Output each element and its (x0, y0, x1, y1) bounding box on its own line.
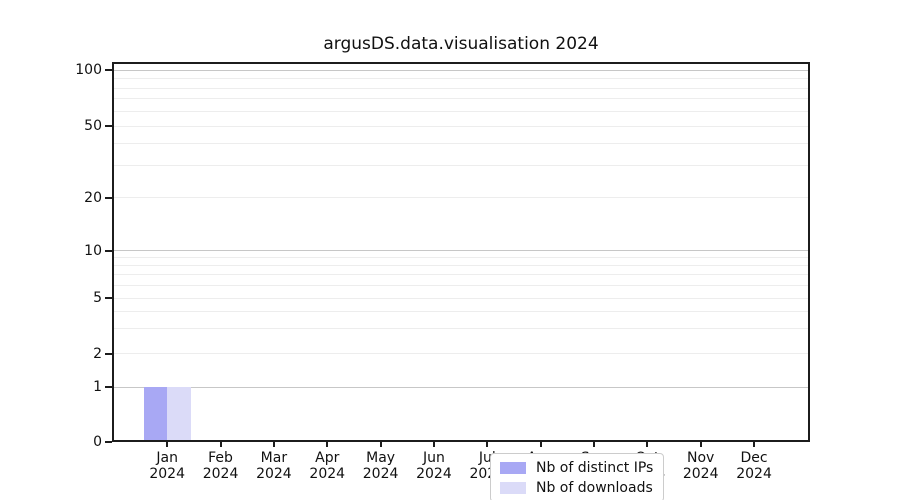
y-axis-tick (105, 69, 112, 71)
y-tick-label: 5 (93, 290, 102, 306)
x-tick-year: 2024 (309, 466, 346, 482)
x-axis-tick (379, 442, 382, 447)
plot-area: Nb of distinct IPs Nb of downloads (105, 62, 810, 500)
x-axis-tick (539, 442, 542, 447)
x-axis-tick (166, 442, 169, 447)
y-gridline-minor (112, 110, 810, 112)
bar-distinct-ips (143, 387, 168, 442)
x-tick-year: 2024 (682, 466, 719, 482)
bar-downloads (167, 387, 191, 442)
x-axis-tick (753, 442, 756, 447)
y-axis-tick (105, 249, 112, 252)
y-gridline-minor (112, 274, 810, 276)
x-tick-label: Dec 2024 (722, 450, 786, 482)
x-tick-year: 2024 (416, 466, 452, 482)
y-tick-label: 50 (84, 118, 102, 134)
y-gridline-major (112, 386, 810, 388)
y-axis-tick (105, 386, 112, 388)
y-gridline-minor (112, 125, 810, 127)
x-axis-tick (272, 442, 275, 447)
x-tick-month: Apr (315, 450, 340, 466)
x-tick-label: Jun 2024 (402, 450, 466, 482)
y-tick-label: 2 (93, 345, 102, 362)
y-gridline-minor (112, 87, 810, 89)
y-axis-tick (105, 125, 112, 127)
legend-label-distinct-ips: Nb of distinct IPs (536, 459, 654, 476)
x-tick-month: Nov (687, 450, 715, 466)
y-gridline-minor (112, 285, 810, 287)
y-gridline-minor (112, 265, 810, 267)
x-tick-month: Mar (260, 450, 288, 466)
y-axis-tick (105, 297, 112, 299)
y-gridline-minor (112, 78, 810, 80)
y-gridline-minor (112, 328, 810, 330)
legend: Nb of distinct IPs Nb of downloads (490, 453, 665, 500)
y-tick-label: 20 (84, 189, 102, 206)
y-gridline-minor (112, 142, 810, 144)
y-tick-label: 100 (75, 62, 102, 78)
x-tick-year: 2024 (202, 466, 239, 482)
x-axis-tick (432, 442, 435, 447)
x-tick-year: 2024 (149, 466, 185, 482)
x-axis-tick (593, 442, 595, 447)
legend-item-distinct-ips: Nb of distinct IPs (500, 459, 653, 476)
y-tick-label: 1 (93, 379, 102, 395)
x-tick-month: May (366, 450, 396, 466)
x-axis-tick (219, 442, 222, 447)
plot-border (112, 62, 810, 442)
y-gridline-minor (112, 98, 810, 100)
legend-label-downloads: Nb of downloads (536, 479, 653, 496)
y-gridline-minor (112, 257, 810, 259)
x-tick-label: Jan 2024 (135, 450, 199, 482)
x-tick-year: 2024 (736, 466, 772, 482)
x-tick-month: Jan (156, 450, 178, 466)
x-tick-year: 2024 (362, 466, 399, 482)
y-gridline-minor (112, 165, 810, 167)
x-tick-month: Dec (740, 450, 768, 466)
x-tick-label: Apr 2024 (295, 450, 359, 482)
y-axis-tick (105, 196, 112, 199)
y-gridline-minor (112, 197, 810, 198)
x-axis-tick (486, 442, 489, 447)
x-tick-label: Feb 2024 (189, 450, 253, 482)
x-tick-label: Mar 2024 (242, 450, 306, 482)
chart-title: argusDS.data.visualisation 2024 (323, 34, 599, 54)
y-gridline-minor (112, 297, 810, 299)
x-tick-label: Nov 2024 (669, 450, 733, 482)
x-tick-month: Jun (423, 450, 445, 466)
y-gridline-minor (112, 353, 810, 354)
y-axis-tick (105, 441, 112, 443)
x-tick-month: Feb (208, 450, 233, 466)
y-gridline-minor (112, 311, 810, 313)
x-axis-tick (646, 442, 649, 447)
legend-swatch-distinct-ips (500, 461, 526, 474)
y-tick-label: 0 (93, 434, 102, 450)
x-axis-tick (326, 442, 329, 447)
y-gridline-major (112, 250, 810, 251)
x-axis-tick (699, 442, 702, 447)
legend-swatch-downloads (500, 481, 526, 494)
y-axis-tick (105, 352, 112, 355)
x-tick-year: 2024 (256, 466, 292, 482)
y-gridline-major (112, 69, 810, 71)
y-tick-label: 10 (84, 242, 102, 259)
x-tick-label: May 2024 (349, 450, 413, 482)
legend-item-downloads: Nb of downloads (500, 479, 653, 496)
